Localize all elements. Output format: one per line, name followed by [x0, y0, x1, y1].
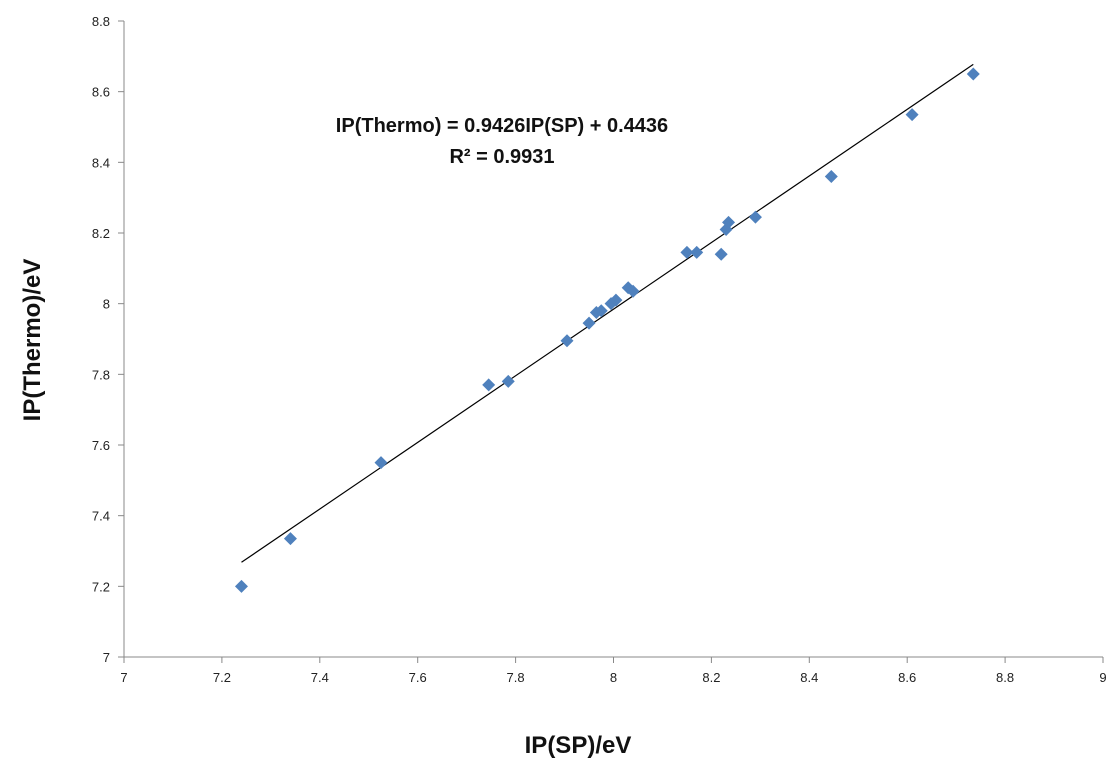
x-tick-label: 8.8: [996, 670, 1014, 685]
y-tick-label: 8.8: [92, 14, 110, 29]
data-point: [501, 374, 515, 388]
y-tick-label: 7.6: [92, 438, 110, 453]
y-tick-label: 8: [103, 297, 110, 312]
data-point: [594, 304, 608, 318]
data-point: [905, 108, 919, 122]
data-point: [374, 456, 388, 470]
y-tick-label: 7.2: [92, 579, 110, 594]
y-tick-label: 8.6: [92, 85, 110, 100]
data-point: [966, 67, 980, 81]
y-tick-label: 7.4: [92, 509, 110, 524]
x-axis-ticks: 7 7.2 7.4 7.6 7.8 8 8.2 8.4 8.6 8.8 9: [120, 657, 1107, 685]
data-point: [824, 169, 838, 183]
data-point: [748, 210, 762, 224]
x-tick-label: 9: [1099, 670, 1106, 685]
x-tick-label: 7.6: [409, 670, 427, 685]
y-axis-title: IP(Thermo)/eV: [19, 259, 46, 422]
data-point: [714, 247, 728, 261]
x-tick-label: 7.2: [213, 670, 231, 685]
x-tick-label: 7: [120, 670, 127, 685]
data-point: [722, 215, 736, 229]
x-tick-label: 8.6: [898, 670, 916, 685]
r-squared-label: R² = 0.9931: [449, 146, 554, 168]
data-point: [234, 579, 248, 593]
x-tick-label: 7.4: [311, 670, 329, 685]
x-tick-label: 8.4: [800, 670, 818, 685]
x-axis-title: IP(SP)/eV: [525, 732, 632, 759]
data-points: [234, 67, 980, 593]
data-point: [680, 245, 694, 259]
trendline-group: [241, 63, 974, 563]
data-point: [626, 284, 640, 298]
y-tick-label: 8.2: [92, 226, 110, 241]
x-tick-label: 8: [610, 670, 617, 685]
data-point: [560, 334, 574, 348]
data-point: [690, 245, 704, 259]
x-tick-label: 7.8: [507, 670, 525, 685]
trendline: [241, 63, 974, 563]
x-tick-label: 8.2: [702, 670, 720, 685]
y-axis-ticks: 7 7.2 7.4 7.6 7.8 8 8.2 8.4 8.6 8.8: [92, 14, 124, 665]
data-point: [482, 378, 496, 392]
trendline-equation: IP(Thermo) = 0.9426IP(SP) + 0.4436: [336, 115, 668, 137]
data-point: [283, 532, 297, 546]
data-point: [609, 293, 623, 307]
y-tick-label: 7.8: [92, 367, 110, 382]
y-tick-label: 7: [103, 650, 110, 665]
y-tick-label: 8.4: [92, 155, 110, 170]
data-point: [582, 316, 596, 330]
